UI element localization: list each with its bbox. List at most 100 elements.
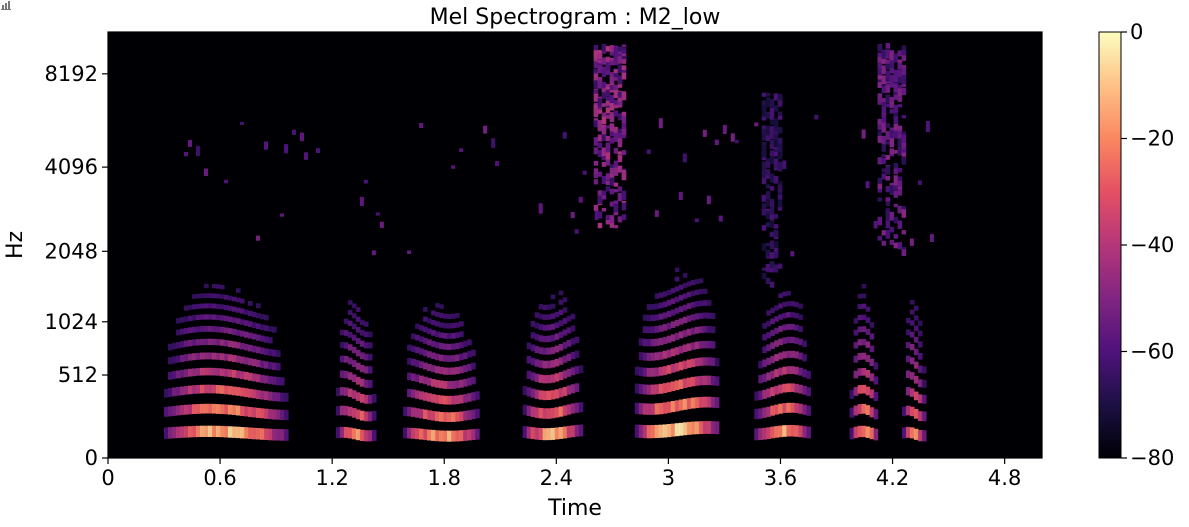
harmonic-cell: [355, 316, 361, 322]
fricative-cell: [877, 101, 883, 105]
harmonic-cell: [463, 340, 468, 347]
fricative-cell: [593, 89, 599, 96]
fricative-cell: [897, 186, 903, 196]
fricative-cell: [885, 176, 891, 181]
noise-cell: [706, 195, 711, 205]
fricative-cell: [881, 75, 887, 84]
harmonic-cell: [758, 360, 763, 369]
harmonic-cell: [228, 305, 233, 311]
harmonic-cell: [909, 372, 915, 380]
fricative-cell: [761, 203, 767, 208]
fricative-cell: [877, 135, 883, 143]
harmonic-cell: [917, 411, 923, 421]
fricative-cell: [593, 168, 599, 175]
harmonic-cell: [869, 427, 875, 440]
harmonic-cell: [220, 304, 225, 310]
harmonic-cell: [363, 411, 369, 422]
harmonic-cell: [782, 312, 787, 319]
harmonic-cell: [534, 389, 540, 399]
harmonic-cell: [260, 374, 265, 383]
harmonic-cell: [865, 426, 871, 438]
fricative-cell: [597, 65, 603, 73]
fricative-cell: [901, 209, 907, 218]
harmonic-cell: [192, 294, 197, 299]
fricative-cell: [765, 249, 771, 257]
fricative-cell: [889, 101, 895, 106]
harmonic-cell: [869, 322, 875, 328]
harmonic-cell: [192, 404, 197, 414]
colorbar-tick-label: −40: [1130, 233, 1174, 257]
harmonic-cell: [212, 284, 217, 289]
noise-cell: [407, 250, 412, 254]
harmonic-cell: [451, 333, 456, 339]
harmonic-cell: [252, 389, 257, 399]
harmonic-cell: [682, 316, 688, 324]
harmonic-cell: [534, 312, 540, 318]
fricative-cell: [889, 80, 895, 88]
harmonic-cell: [248, 301, 253, 306]
harmonic-cell: [778, 338, 783, 345]
harmonic-cell: [343, 387, 349, 396]
harmonic-cell: [447, 314, 452, 319]
harmonic-cell: [546, 390, 552, 400]
harmonic-cell: [554, 322, 560, 329]
harmonic-cell: [431, 394, 436, 403]
harmonic-cell: [212, 384, 217, 394]
harmonic-cell: [411, 407, 416, 417]
harmonic-cell: [686, 359, 692, 368]
harmonic-cell: [674, 347, 680, 355]
x-tick-label: 4.8: [988, 466, 1021, 490]
harmonic-cell: [762, 323, 767, 329]
harmonic-cell: [849, 407, 855, 418]
harmonic-cell: [411, 428, 416, 439]
noise-cell: [861, 129, 866, 139]
fricative-cell: [593, 160, 599, 166]
harmonic-cell: [558, 371, 564, 381]
harmonic-cell: [339, 355, 345, 363]
harmonic-cell: [228, 316, 233, 322]
fricative-cell: [597, 149, 603, 157]
harmonic-cell: [790, 350, 795, 358]
harmonic-cell: [244, 343, 249, 351]
noise-cell: [909, 238, 914, 246]
harmonic-cell: [216, 304, 221, 309]
harmonic-cell: [415, 334, 420, 341]
harmonic-cell: [272, 392, 277, 402]
harmonic-cell: [363, 342, 369, 349]
fricative-cell: [893, 53, 899, 63]
harmonic-cell: [455, 343, 460, 350]
harmonic-cell: [363, 379, 369, 388]
harmonic-cell: [351, 303, 357, 309]
harmonic-cell: [415, 360, 420, 367]
harmonic-cell: [216, 368, 221, 376]
harmonic-cell: [698, 421, 704, 434]
harmonic-cell: [646, 304, 652, 310]
harmonic-cell: [363, 321, 369, 327]
harmonic-cell: [268, 376, 273, 385]
harmonic-cell: [770, 426, 775, 439]
harmonic-cell: [794, 337, 799, 344]
harmonic-cell: [678, 399, 684, 411]
fricative-cell: [613, 90, 619, 99]
harmonic-cell: [220, 294, 225, 299]
harmonic-cell: [558, 406, 564, 417]
fricative-cell: [901, 75, 907, 84]
harmonic-cell: [754, 408, 759, 420]
fricative-cell: [609, 177, 615, 186]
harmonic-cell: [439, 304, 444, 309]
harmonic-cell: [435, 311, 440, 317]
fricative-cell: [605, 100, 611, 106]
harmonic-cell: [634, 366, 640, 376]
fricative-cell: [765, 191, 771, 200]
fricative-cell: [897, 168, 903, 173]
fricative-cell: [773, 229, 779, 237]
harmonic-cell: [530, 344, 536, 352]
harmonic-cell: [248, 407, 253, 417]
harmonic-cell: [662, 402, 668, 414]
harmonic-cell: [670, 401, 676, 413]
fricative-cell: [901, 55, 907, 61]
harmonic-cell: [530, 406, 536, 417]
fricative-cell: [617, 154, 623, 163]
harmonic-cell: [642, 352, 648, 361]
harmonic-cell: [216, 425, 221, 438]
